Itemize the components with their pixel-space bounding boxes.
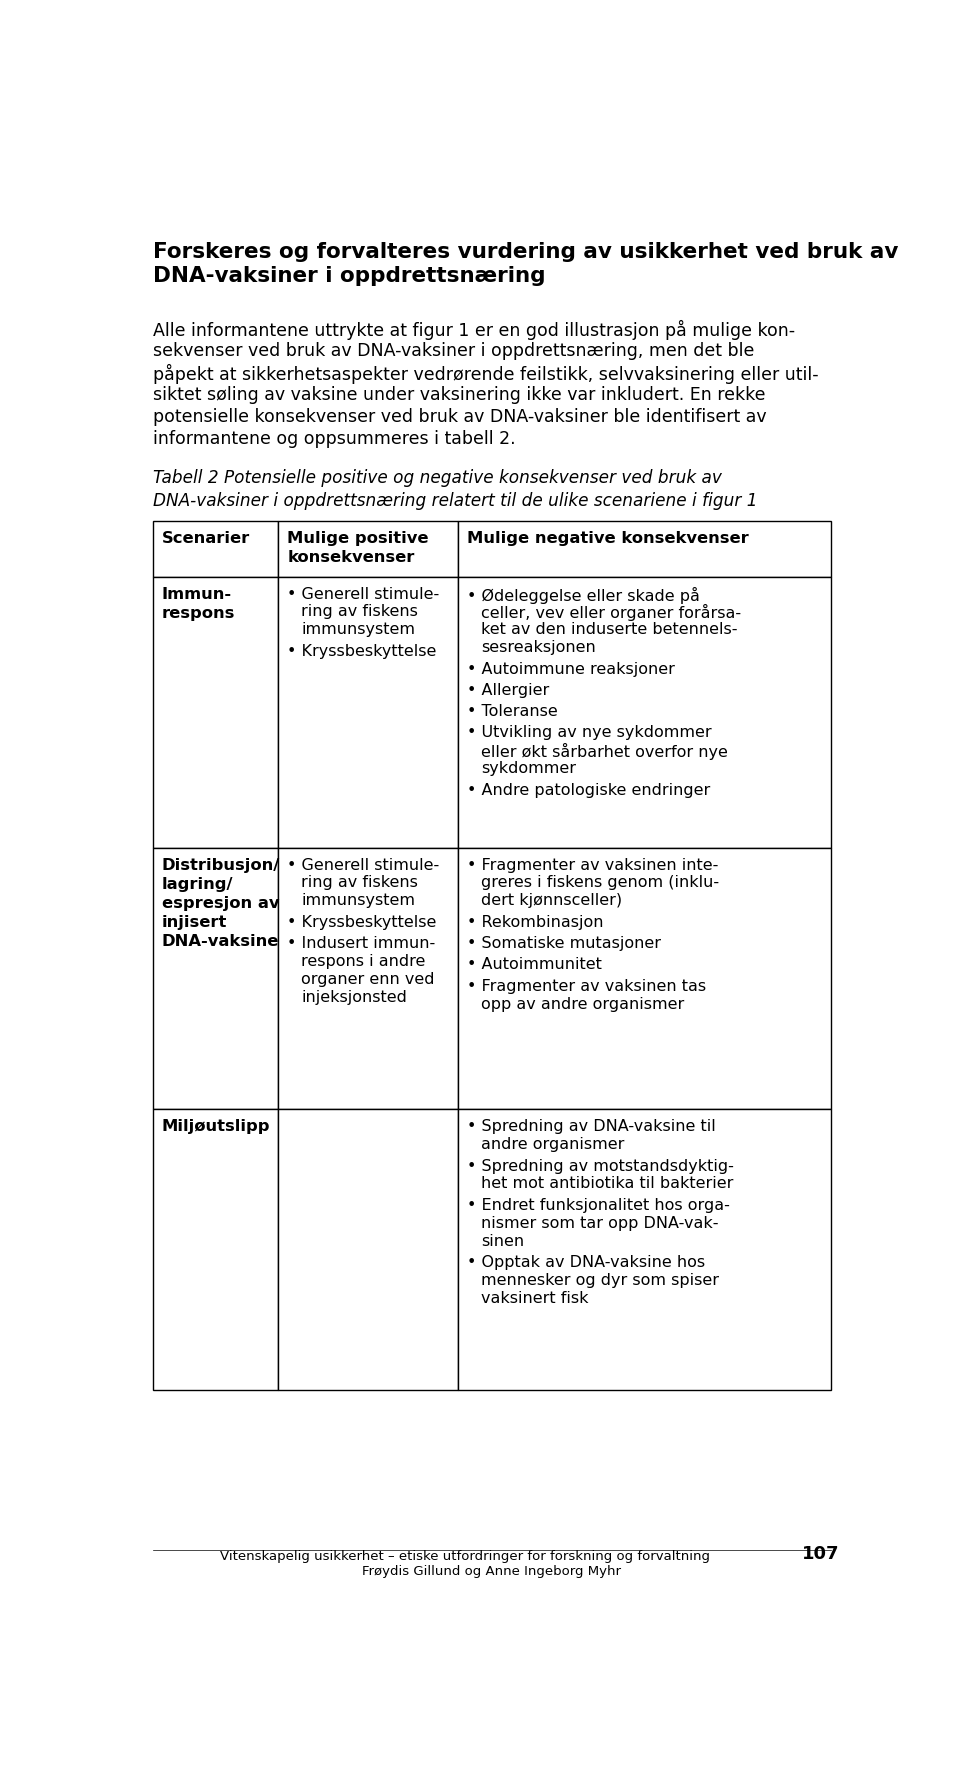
Text: • Fragmenter av vaksinen tas: • Fragmenter av vaksinen tas bbox=[468, 979, 707, 993]
Bar bbox=[458, 1109, 831, 1390]
Text: sinen: sinen bbox=[481, 1234, 524, 1249]
Bar bbox=[458, 848, 831, 1109]
Bar bbox=[153, 521, 278, 576]
Text: organer enn ved: organer enn ved bbox=[301, 971, 435, 988]
Text: • Ødeleggelse eller skade på: • Ødeleggelse eller skade på bbox=[468, 587, 700, 603]
Text: Scenarier: Scenarier bbox=[162, 531, 251, 546]
Text: • Opptak av DNA-vaksine hos: • Opptak av DNA-vaksine hos bbox=[468, 1254, 706, 1270]
Text: respons i andre: respons i andre bbox=[301, 954, 426, 970]
Bar bbox=[278, 848, 458, 1109]
Text: Forskeres og forvalteres vurdering av usikkerhet ved bruk av
DNA-vaksiner i oppd: Forskeres og forvalteres vurdering av us… bbox=[153, 242, 898, 286]
Text: • Kryssbeskyttelse: • Kryssbeskyttelse bbox=[287, 644, 437, 658]
Bar bbox=[278, 1109, 458, 1390]
Text: andre organismer: andre organismer bbox=[481, 1138, 625, 1152]
Text: • Allergier: • Allergier bbox=[468, 683, 550, 698]
Text: • Rekombinasjon: • Rekombinasjon bbox=[468, 914, 604, 930]
Text: • Spredning av motstandsdyktig-: • Spredning av motstandsdyktig- bbox=[468, 1159, 734, 1174]
Text: immunsystem: immunsystem bbox=[301, 623, 416, 637]
Text: mennesker og dyr som spiser: mennesker og dyr som spiser bbox=[481, 1272, 719, 1288]
Text: sesreaksjonen: sesreaksjonen bbox=[481, 640, 596, 655]
Text: • Autoimmune reaksjoner: • Autoimmune reaksjoner bbox=[468, 662, 675, 676]
Text: celler, vev eller organer forårsa-: celler, vev eller organer forårsa- bbox=[481, 605, 741, 621]
Bar bbox=[153, 576, 278, 848]
Text: • Spredning av DNA-vaksine til: • Spredning av DNA-vaksine til bbox=[468, 1120, 716, 1134]
Text: injeksjonsted: injeksjonsted bbox=[301, 989, 407, 1005]
Text: greres i fiskens genom (inklu-: greres i fiskens genom (inklu- bbox=[481, 875, 719, 891]
Bar bbox=[153, 1109, 278, 1390]
Text: • Utvikling av nye sykdommer: • Utvikling av nye sykdommer bbox=[468, 726, 712, 741]
Bar bbox=[458, 521, 831, 576]
Bar bbox=[458, 576, 831, 848]
Text: Vitenskapelig usikkerhet – etiske utfordringer for forskning og forvaltning: Vitenskapelig usikkerhet – etiske utford… bbox=[220, 1549, 709, 1564]
Text: DNA-vaksiner i oppdrettsnæring relatert til de ulike scenariene i figur 1: DNA-vaksiner i oppdrettsnæring relatert … bbox=[153, 492, 757, 510]
Text: sekvenser ved bruk av DNA-vaksiner i oppdrettsnæring, men det ble: sekvenser ved bruk av DNA-vaksiner i opp… bbox=[153, 342, 754, 360]
Text: vaksinert fisk: vaksinert fisk bbox=[481, 1290, 588, 1306]
Text: siktet søling av vaksine under vaksinering ikke var inkludert. En rekke: siktet søling av vaksine under vaksineri… bbox=[153, 386, 765, 404]
Bar bbox=[278, 521, 458, 576]
Text: Miljøutslipp: Miljøutslipp bbox=[162, 1120, 271, 1134]
Text: Mulige negative konsekvenser: Mulige negative konsekvenser bbox=[468, 531, 749, 546]
Text: nismer som tar opp DNA-vak-: nismer som tar opp DNA-vak- bbox=[481, 1217, 719, 1231]
Text: Mulige positive
konsekvenser: Mulige positive konsekvenser bbox=[287, 531, 429, 565]
Text: het mot antibiotika til bakterier: het mot antibiotika til bakterier bbox=[481, 1177, 733, 1191]
Bar bbox=[153, 848, 278, 1109]
Text: potensielle konsekvenser ved bruk av DNA-vaksiner ble identifisert av: potensielle konsekvenser ved bruk av DNA… bbox=[153, 408, 766, 426]
Text: ring av fiskens: ring av fiskens bbox=[301, 605, 419, 619]
Bar bbox=[278, 576, 458, 848]
Text: • Toleranse: • Toleranse bbox=[468, 705, 558, 719]
Text: 107: 107 bbox=[802, 1546, 839, 1564]
Text: Tabell 2 Potensielle positive og negative konsekvenser ved bruk av: Tabell 2 Potensielle positive og negativ… bbox=[153, 469, 721, 487]
Text: • Generell stimule-: • Generell stimule- bbox=[287, 587, 440, 601]
Text: Immun-
respons: Immun- respons bbox=[162, 587, 235, 621]
Text: Frøydis Gillund og Anne Ingeborg Myhr: Frøydis Gillund og Anne Ingeborg Myhr bbox=[363, 1565, 621, 1578]
Text: informantene og oppsummeres i tabell 2.: informantene og oppsummeres i tabell 2. bbox=[153, 429, 516, 447]
Text: • Generell stimule-: • Generell stimule- bbox=[287, 857, 440, 873]
Text: opp av andre organismer: opp av andre organismer bbox=[481, 996, 684, 1011]
Text: eller økt sårbarhet overfor nye: eller økt sårbarhet overfor nye bbox=[481, 744, 729, 760]
Text: • Andre patologiske endringer: • Andre patologiske endringer bbox=[468, 782, 710, 798]
Text: • Somatiske mutasjoner: • Somatiske mutasjoner bbox=[468, 936, 661, 952]
Text: sykdommer: sykdommer bbox=[481, 762, 576, 776]
Text: påpekt at sikkerhetsaspekter vedrørende feilstikk, selvvaksinering eller util-: påpekt at sikkerhetsaspekter vedrørende … bbox=[153, 363, 818, 385]
Text: ket av den induserte betennels-: ket av den induserte betennels- bbox=[481, 623, 738, 637]
Text: Alle informantene uttrykte at figur 1 er en god illustrasjon på mulige kon-: Alle informantene uttrykte at figur 1 er… bbox=[153, 320, 795, 340]
Text: Distribusjon/
lagring/
espresjon av
injisert
DNA-vaksine: Distribusjon/ lagring/ espresjon av inji… bbox=[162, 857, 280, 950]
Text: • Fragmenter av vaksinen inte-: • Fragmenter av vaksinen inte- bbox=[468, 857, 719, 873]
Text: • Indusert immun-: • Indusert immun- bbox=[287, 936, 436, 952]
Text: • Endret funksjonalitet hos orga-: • Endret funksjonalitet hos orga- bbox=[468, 1199, 731, 1213]
Text: immunsystem: immunsystem bbox=[301, 893, 416, 909]
Text: ring av fiskens: ring av fiskens bbox=[301, 875, 419, 891]
Text: dert kjønnsceller): dert kjønnsceller) bbox=[481, 893, 622, 909]
Text: • Kryssbeskyttelse: • Kryssbeskyttelse bbox=[287, 914, 437, 930]
Text: • Autoimmunitet: • Autoimmunitet bbox=[468, 957, 602, 973]
